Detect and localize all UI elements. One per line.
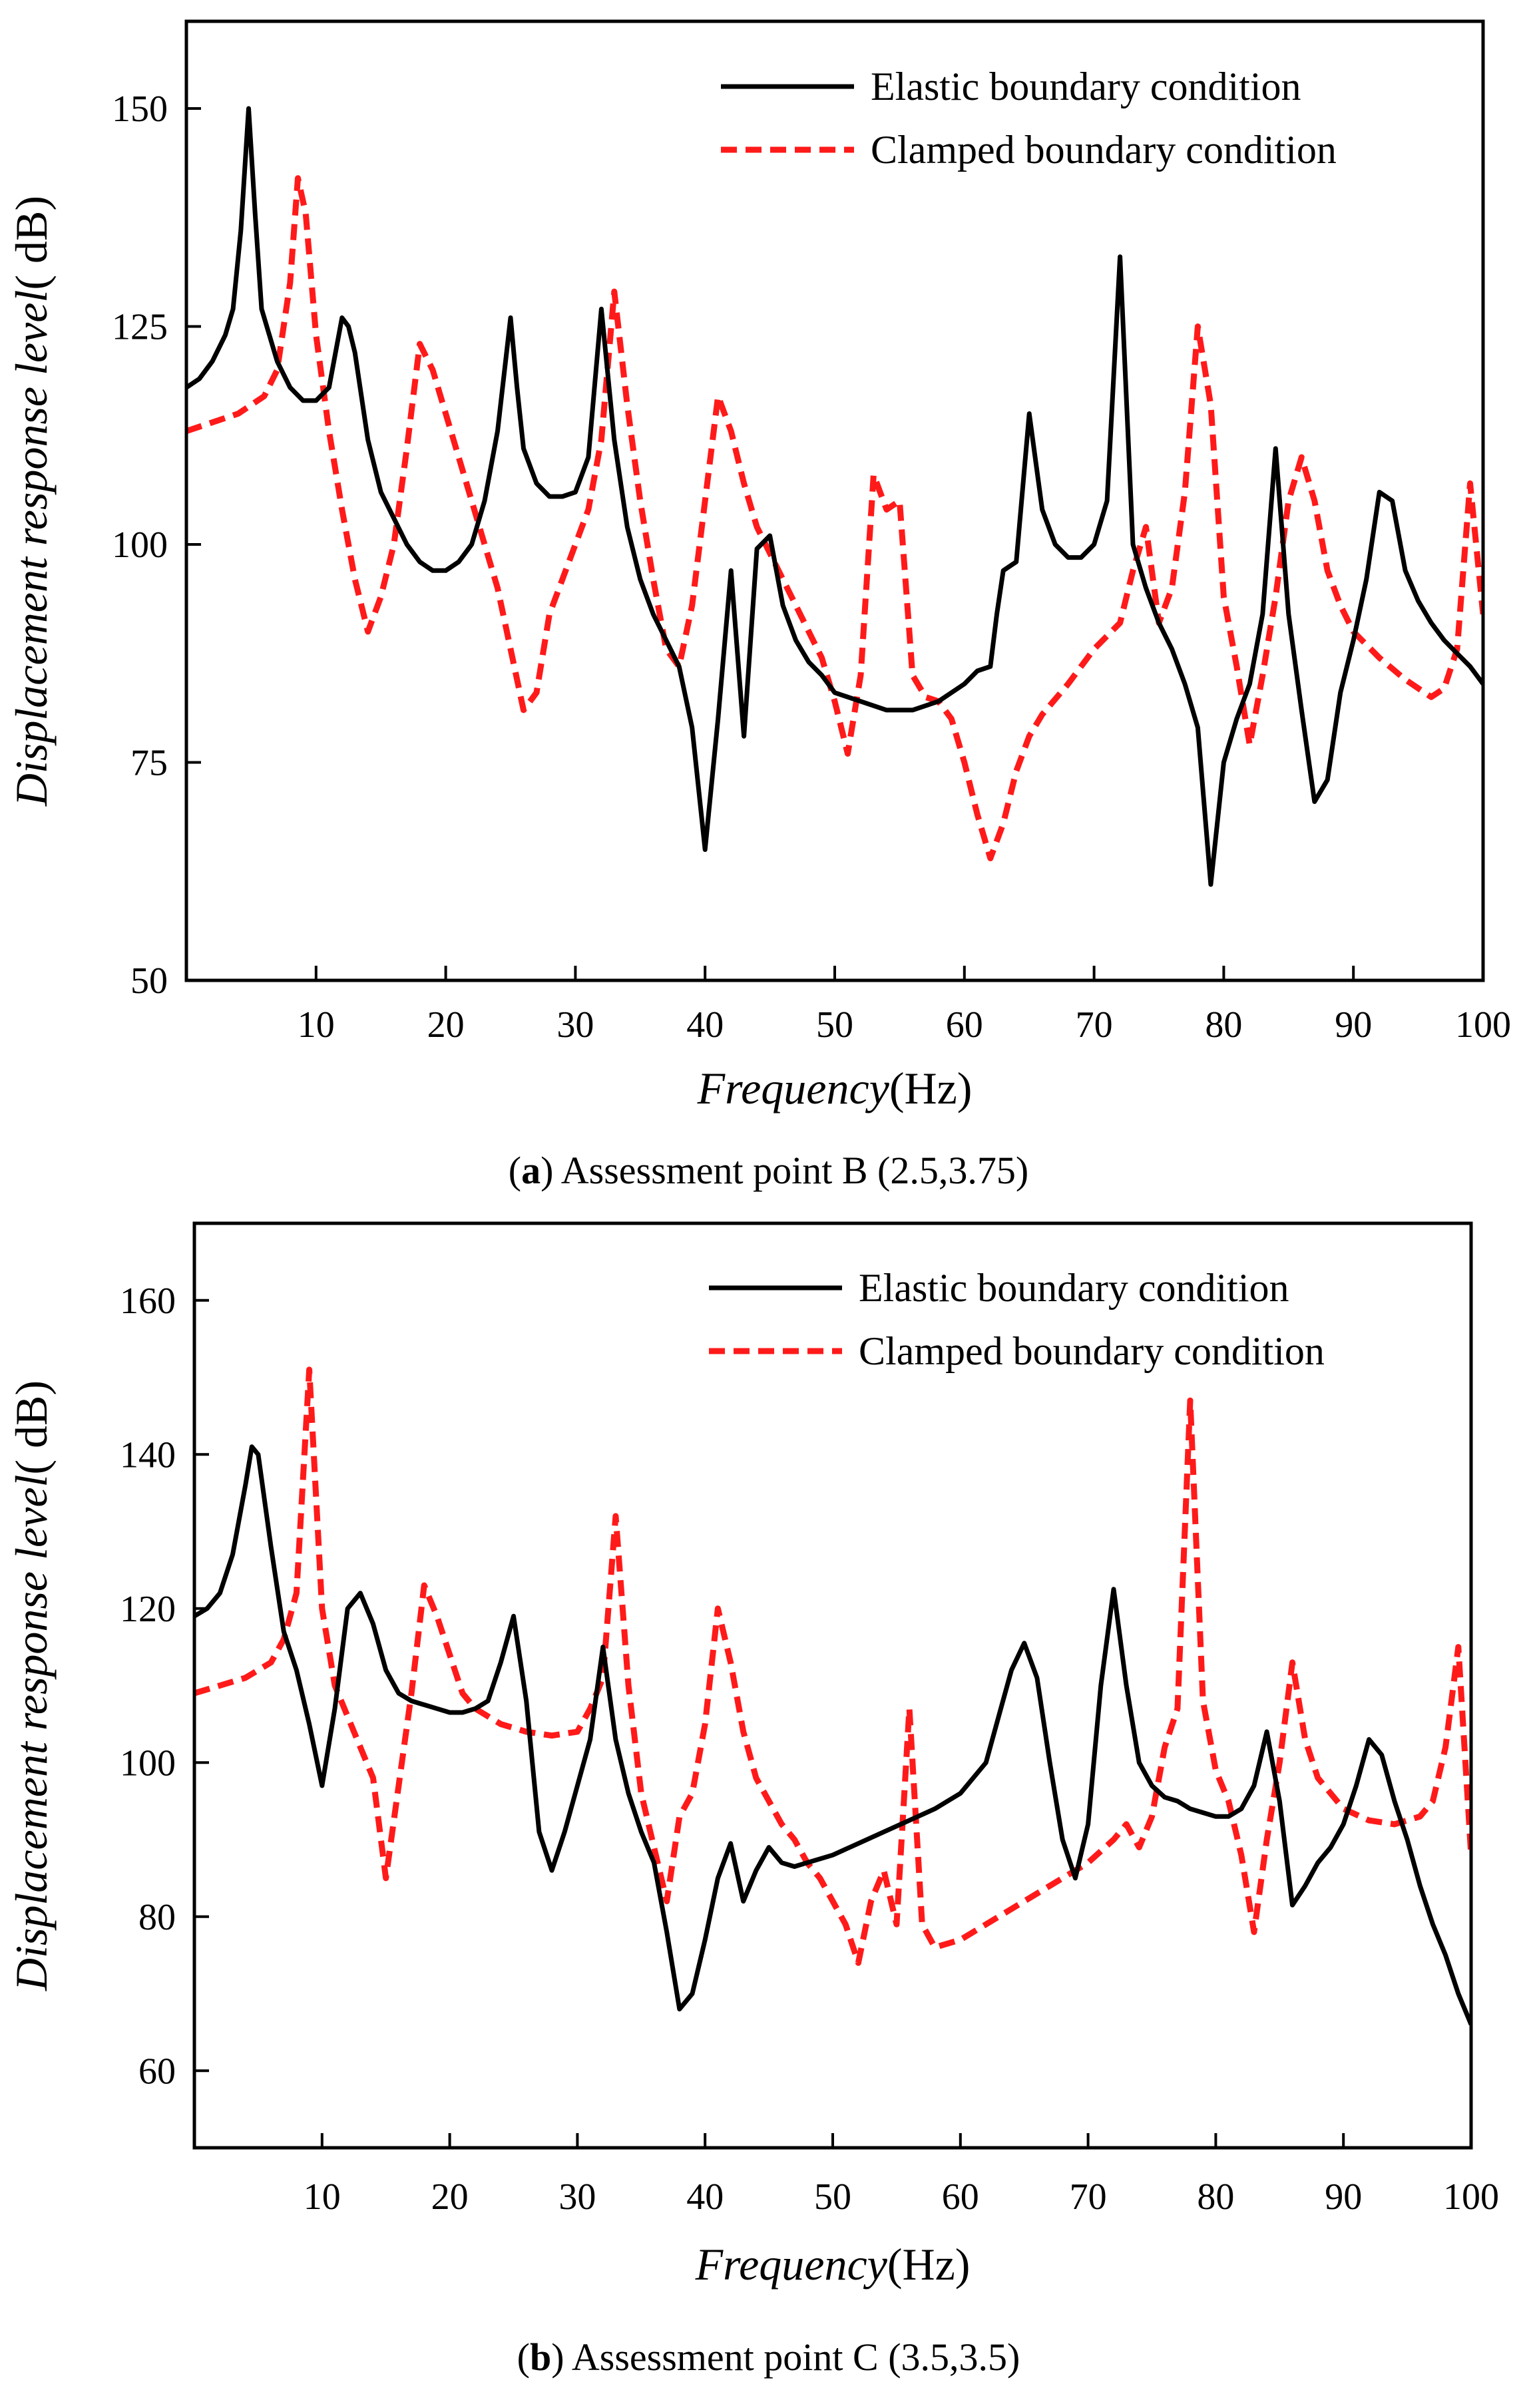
legend-label-elastic: Elastic boundary condition — [859, 1266, 1289, 1310]
y-tick-label: 100 — [112, 524, 168, 566]
x-tick-label: 60 — [942, 2176, 979, 2218]
chart-panel-b: 10 20 30 40 50 60 70 80 90 100 60 80 100 120 140 160 Fre… — [0, 1204, 1537, 2408]
x-tick-label: 60 — [946, 1004, 983, 1046]
x-axis-title-unit: (Hz) — [889, 1063, 973, 1113]
x-tick-label: 20 — [427, 1004, 465, 1046]
x-axis-title-unit: (Hz) — [887, 2239, 971, 2290]
x-tick-label: 10 — [304, 2176, 341, 2218]
x-tick-label: 50 — [816, 1004, 853, 1046]
elastic-series-line — [194, 1444, 1471, 2026]
x-tick-label: 50 — [814, 2176, 851, 2218]
y-axis-title: Displacement response level( dB) — [6, 196, 57, 807]
x-tick-label: 80 — [1205, 1004, 1242, 1046]
x-tick-label: 80 — [1197, 2176, 1234, 2218]
x-axis-title: Frequency(Hz) — [695, 2239, 971, 2290]
x-axis-title: Frequency(Hz) — [697, 1063, 973, 1113]
x-tick-label: 40 — [686, 2176, 724, 2218]
series-group — [186, 106, 1483, 887]
x-tick-label: 90 — [1335, 1004, 1372, 1046]
panel-label: a — [521, 1149, 541, 1192]
chart-svg: 10 20 30 40 50 60 70 80 90 100 60 80 100 120 140 160 Fre… — [6, 1221, 1499, 2379]
panel-caption: (a) Assessment point B (2.5,3.75) — [509, 1149, 1028, 1192]
legend: Elastic boundary condition Clamped bounda… — [709, 1266, 1325, 1373]
elastic-series-line — [186, 106, 1483, 887]
y-axis-title: Displacement response level( dB) — [6, 1380, 57, 1991]
y-tick-label: 100 — [120, 1742, 176, 1784]
x-tick-label: 40 — [686, 1004, 724, 1046]
x-tick-label: 20 — [431, 2176, 469, 2218]
y-tick-label: 75 — [130, 743, 168, 784]
panel-caption: (b) Assessment point C (3.5,3.5) — [517, 2335, 1020, 2379]
y-axis-title-name: Displacement response level — [6, 1475, 57, 1991]
y-tick-label: 120 — [120, 1589, 176, 1630]
y-axis-title-name: Displacement response level — [6, 290, 57, 807]
panel-label: b — [530, 2335, 551, 2379]
x-tick-label: 100 — [1443, 2176, 1499, 2218]
y-tick-label: 160 — [120, 1281, 176, 1322]
y-tick-label: 140 — [120, 1434, 176, 1476]
legend: Elastic boundary condition Clamped bounda… — [721, 65, 1337, 172]
chart-panel-a: 10 20 30 40 50 60 70 80 90 100 50 75 100 125 150 Freque… — [6, 19, 1511, 1192]
legend-label-clamped: Clamped boundary condition — [859, 1329, 1325, 1373]
y-tick-label: 125 — [112, 307, 168, 348]
panel-caption-text: Assessment point B (2.5,3.75) — [561, 1149, 1028, 1192]
x-tick-label: 30 — [556, 1004, 594, 1046]
y-axis-title-unit: ( dB) — [6, 196, 57, 290]
x-axis-title-name: Frequency — [695, 2239, 888, 2290]
y-tick-label: 150 — [112, 89, 168, 130]
x-tick-label: 30 — [558, 2176, 596, 2218]
y-axis-title-unit: ( dB) — [6, 1380, 57, 1475]
x-axis-title-name: Frequency — [697, 1063, 890, 1113]
y-tick-label: 50 — [130, 960, 168, 1002]
x-tick-label: 100 — [1455, 1004, 1511, 1046]
x-tick-label: 90 — [1325, 2176, 1362, 2218]
panel-caption-text: Assessment point C (3.5,3.5) — [572, 2335, 1020, 2379]
legend-label-elastic: Elastic boundary condition — [871, 65, 1301, 108]
x-tick-label: 70 — [1076, 1004, 1113, 1046]
series-group — [194, 1366, 1471, 2026]
x-tick-label: 70 — [1070, 2176, 1107, 2218]
y-tick-label: 60 — [138, 2051, 176, 2092]
clamped-series-line — [186, 175, 1483, 862]
chart-svg: 10 20 30 40 50 60 70 80 90 100 50 75 100 125 150 Freque… — [6, 19, 1511, 1192]
x-tick-label: 10 — [298, 1004, 335, 1046]
y-tick-label: 80 — [138, 1897, 176, 1938]
legend-label-clamped: Clamped boundary condition — [871, 128, 1337, 172]
